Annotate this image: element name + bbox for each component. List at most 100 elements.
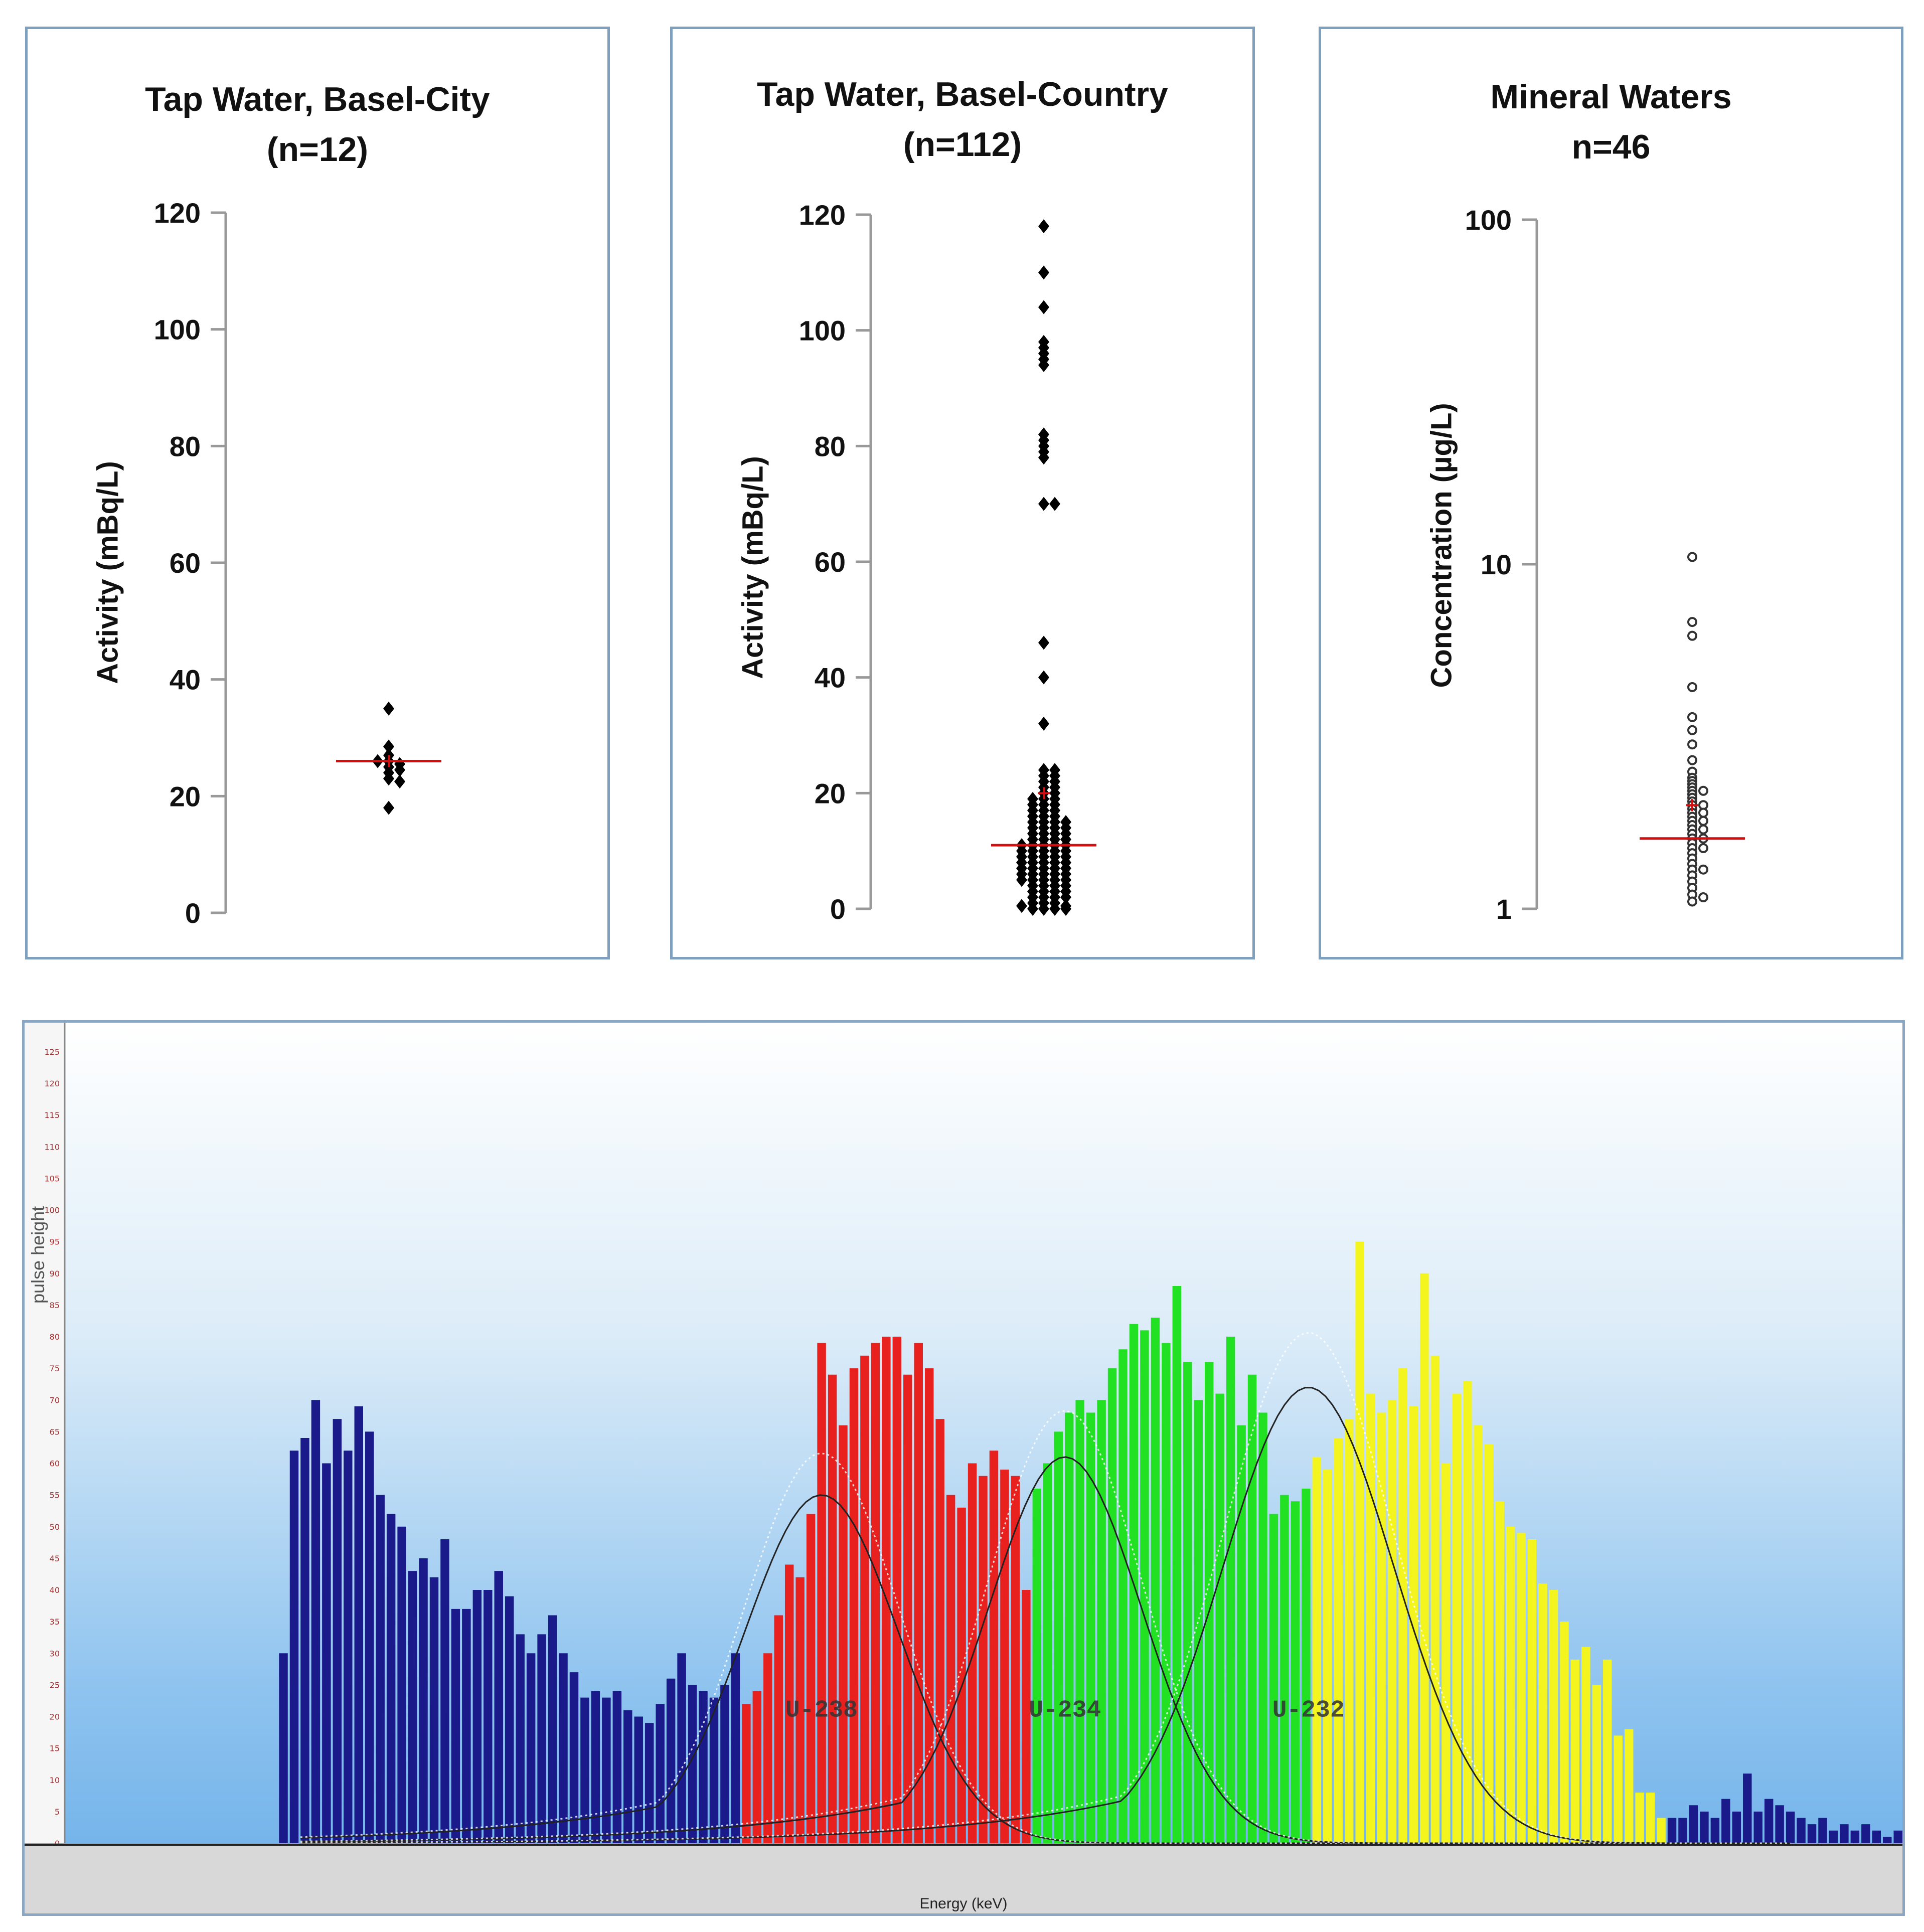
y-tick-label: 30 bbox=[50, 1649, 60, 1658]
spectrum-bar bbox=[1517, 1533, 1526, 1843]
spectrum-bar bbox=[1710, 1818, 1720, 1843]
y-tick-label: 0 bbox=[55, 1839, 60, 1848]
data-point bbox=[1687, 552, 1697, 562]
spectrum-bar bbox=[957, 1507, 966, 1843]
data-point bbox=[1038, 635, 1049, 650]
peak-label: U-238 bbox=[785, 1697, 858, 1724]
spectrum-bar bbox=[1549, 1590, 1558, 1843]
y-tick-label: 100 bbox=[1465, 204, 1512, 236]
spectrum-bar bbox=[1441, 1463, 1451, 1843]
y-tick-label: 100 bbox=[44, 1206, 60, 1215]
spectrum-bar bbox=[1689, 1805, 1698, 1843]
spectrum-bar bbox=[516, 1634, 525, 1843]
y-tick-label: 100 bbox=[154, 314, 201, 346]
data-point bbox=[1698, 824, 1708, 835]
data-point bbox=[1698, 892, 1708, 903]
spectrum-bar bbox=[365, 1431, 374, 1843]
y-tick-label: 110 bbox=[44, 1142, 60, 1152]
spectrum-bar bbox=[1269, 1514, 1278, 1843]
y-tick-label: 100 bbox=[799, 315, 846, 347]
spectrum-bar bbox=[645, 1723, 654, 1843]
y-tick-label: 80 bbox=[170, 430, 201, 462]
spectrum-bar bbox=[1280, 1495, 1289, 1843]
spectrum-bar bbox=[1506, 1526, 1515, 1843]
spectrum-bar bbox=[1764, 1799, 1774, 1843]
spectrum-bar bbox=[1635, 1793, 1644, 1843]
spectrum-bar bbox=[731, 1653, 740, 1843]
data-point bbox=[1687, 630, 1697, 641]
spectrum-bar bbox=[720, 1685, 729, 1843]
spectrum-bar bbox=[1420, 1273, 1429, 1843]
spectrum-bar bbox=[322, 1463, 331, 1843]
y-tick-label: 70 bbox=[50, 1395, 60, 1405]
spectrum-bar bbox=[1560, 1622, 1569, 1843]
spectrum-bar bbox=[656, 1704, 665, 1843]
alpha-spectrum-chart: 0 5 10 15 20 25 30 35 40 45 50 55 60 65 70 75 80 85 90 95 10… bbox=[22, 1020, 1905, 1916]
spectrum-bar bbox=[1753, 1811, 1762, 1843]
spectrum-bar bbox=[871, 1343, 880, 1843]
spectrum-bar bbox=[1624, 1729, 1634, 1843]
panel-basel-country: Tap Water, Basel-Country (n=112) Activit… bbox=[670, 27, 1255, 959]
spectrum-bar bbox=[602, 1697, 611, 1843]
y-tick-label: 10 bbox=[50, 1776, 60, 1785]
spectrum-bar bbox=[1032, 1489, 1042, 1843]
spectrum-bar bbox=[699, 1691, 708, 1843]
spectrum-bar bbox=[1667, 1818, 1677, 1843]
spectrum-bar bbox=[742, 1704, 751, 1843]
spectrum-bar bbox=[763, 1653, 772, 1843]
spectrum-bar bbox=[1893, 1830, 1902, 1843]
spectrum-bar bbox=[860, 1355, 869, 1843]
y-tick-label: 60 bbox=[815, 546, 846, 578]
spectrum-bar bbox=[1474, 1425, 1483, 1843]
spectrum-bar bbox=[333, 1419, 342, 1843]
spectrum-bar bbox=[1850, 1830, 1860, 1843]
spectrum-bar bbox=[408, 1571, 417, 1843]
spectrum-bar bbox=[1312, 1457, 1322, 1843]
spectrum-bar bbox=[494, 1571, 503, 1843]
spectrum-x-axis-label: Energy (keV) bbox=[919, 1895, 1008, 1912]
spectrum-bar bbox=[1786, 1811, 1795, 1843]
y-tick-label: 125 bbox=[44, 1047, 60, 1057]
data-point bbox=[1687, 712, 1697, 722]
spectrum-bar bbox=[1215, 1393, 1224, 1843]
spectrum-bar bbox=[429, 1577, 439, 1843]
data-point bbox=[1687, 739, 1697, 750]
data-point bbox=[1038, 497, 1049, 511]
spectrum-bar bbox=[774, 1615, 783, 1843]
y-tick-label: 115 bbox=[44, 1110, 60, 1120]
panel-mineral-waters: Mineral Waters n=46 Concentration (µg/L)… bbox=[1319, 27, 1903, 959]
spectrum-bar bbox=[806, 1514, 816, 1843]
spectrum-bar bbox=[1721, 1799, 1730, 1843]
spectrum-bar bbox=[1011, 1476, 1020, 1843]
spectrum-y-axis-label: pulse height bbox=[28, 1206, 48, 1304]
spectrum-bar bbox=[1140, 1330, 1149, 1843]
y-tick-label: 75 bbox=[50, 1364, 60, 1373]
data-point bbox=[1060, 902, 1071, 916]
spectrum-bar bbox=[1194, 1400, 1203, 1843]
spectrum-bar bbox=[537, 1634, 546, 1843]
y-tick-label: 85 bbox=[50, 1301, 60, 1310]
spectrum-bar bbox=[311, 1400, 320, 1843]
spectrum-bar bbox=[1463, 1381, 1472, 1843]
y-tick-label: 45 bbox=[50, 1554, 60, 1563]
spectrum-bar bbox=[354, 1406, 363, 1843]
spectrum-bar bbox=[1883, 1837, 1892, 1843]
spectrum-bar bbox=[1226, 1337, 1235, 1843]
y-tick-label: 20 bbox=[50, 1712, 60, 1722]
peak-label: U-232 bbox=[1272, 1697, 1345, 1724]
y-tick-label: 1 bbox=[1496, 893, 1512, 925]
spectrum-bar bbox=[968, 1463, 977, 1843]
spectrum-bar bbox=[1291, 1501, 1300, 1843]
spectrum-bar bbox=[1581, 1647, 1590, 1843]
panel-title: Tap Water, Basel-Country bbox=[757, 75, 1168, 113]
data-point bbox=[1016, 873, 1027, 887]
spectrum-bar bbox=[300, 1438, 309, 1843]
spectrum-bar bbox=[1570, 1659, 1580, 1843]
spectrum-bar bbox=[1818, 1818, 1827, 1843]
y-tick-label: 55 bbox=[50, 1491, 60, 1500]
panel-subtitle: n=46 bbox=[1571, 128, 1651, 166]
spectrum-bar bbox=[1430, 1355, 1440, 1843]
y-tick-label: 35 bbox=[50, 1617, 60, 1627]
x-axis-bar: Energy (keV) bbox=[25, 1844, 1902, 1913]
y-tick-label: 20 bbox=[170, 780, 201, 812]
